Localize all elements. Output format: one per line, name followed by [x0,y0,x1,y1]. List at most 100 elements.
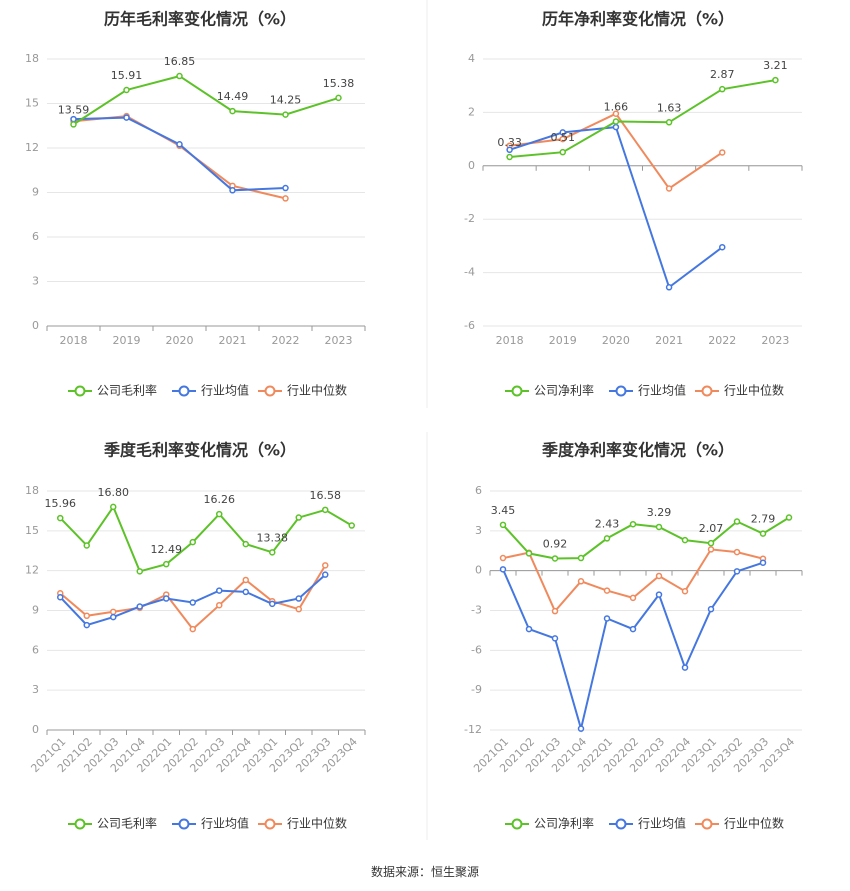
data-point-median[interactable] [719,149,726,156]
data-point-company[interactable] [707,539,715,547]
data-point-avg[interactable] [110,613,117,621]
data-point-avg[interactable] [70,115,77,123]
legend-item-avg[interactable]: 行业均值 [609,383,686,398]
data-point-company[interactable] [629,520,637,528]
legend-item-company[interactable]: 公司毛利率 [68,383,157,398]
data-point-company[interactable] [506,153,513,161]
data-point-median[interactable] [189,625,196,633]
data-point-median[interactable] [603,587,611,594]
data-point-company[interactable] [525,550,533,557]
data-point-avg[interactable] [629,625,637,633]
data-point-avg[interactable] [525,625,533,633]
data-point-company[interactable] [348,522,355,529]
data-point-median[interactable] [216,601,223,609]
data-point-company[interactable] [785,514,793,521]
data-point-avg[interactable] [603,615,611,622]
data-point-median[interactable] [83,612,90,620]
data-point-median[interactable] [577,578,585,585]
data-point-avg[interactable] [242,588,249,596]
legend-item-median[interactable]: 行业中位数 [258,383,347,398]
data-point-median[interactable] [110,608,117,616]
data-point-company[interactable] [282,111,289,118]
data-point-company[interactable] [189,538,196,546]
data-point-avg[interactable] [665,284,673,291]
data-point-company[interactable] [83,542,90,549]
data-point-company[interactable] [110,503,117,511]
legend-item-avg[interactable]: 行业均值 [609,816,686,831]
data-point-company[interactable] [733,518,741,525]
legend-item-company[interactable]: 公司净利率 [505,816,594,831]
data-point-median[interactable] [681,587,689,595]
data-point-median[interactable] [551,607,559,615]
data-point-company[interactable] [322,506,329,514]
data-point-company[interactable] [176,72,183,80]
data-point-company[interactable] [499,521,507,529]
data-point-company[interactable] [295,514,302,521]
data-point-avg[interactable] [681,664,689,671]
data-point-avg[interactable] [136,603,143,610]
data-point-avg[interactable] [322,571,329,578]
data-point-median[interactable] [282,195,289,202]
data-point-avg[interactable] [123,114,130,121]
data-point-avg[interactable] [551,635,559,642]
data-point-company[interactable] [229,107,236,115]
data-point-company[interactable] [216,510,223,518]
data-point-median[interactable] [499,554,507,562]
data-point-median[interactable] [655,572,663,580]
legend-item-company[interactable]: 公司毛利率 [68,816,157,831]
data-point-company[interactable] [70,121,77,128]
data-point-median[interactable] [733,548,741,556]
data-point-avg[interactable] [559,129,566,136]
data-point-avg[interactable] [499,566,507,573]
data-point-company[interactable] [681,536,689,544]
data-point-avg[interactable] [57,593,64,601]
data-point-company[interactable] [603,535,611,542]
data-point-company[interactable] [759,530,767,537]
data-point-median[interactable] [665,185,673,192]
data-point-avg[interactable] [176,141,183,148]
data-point-avg[interactable] [707,605,715,613]
data-point-avg[interactable] [282,184,289,192]
data-point-avg[interactable] [269,600,276,608]
data-point-avg[interactable] [719,243,726,251]
data-point-avg[interactable] [83,621,90,629]
data-point-avg[interactable] [612,123,620,131]
data-point-company[interactable] [269,549,276,556]
data-point-company[interactable] [136,568,143,575]
data-point-median[interactable] [295,605,302,613]
legend-item-median[interactable]: 行业中位数 [695,383,784,398]
data-point-median[interactable] [559,135,566,143]
data-point-median[interactable] [322,562,329,569]
data-point-avg[interactable] [733,568,741,575]
data-point-avg[interactable] [655,591,663,598]
data-point-company[interactable] [559,148,566,156]
data-point-company[interactable] [123,86,130,94]
data-point-avg[interactable] [506,146,513,154]
data-point-avg[interactable] [229,187,236,194]
legend-item-median[interactable]: 行业中位数 [258,816,347,831]
data-point-company[interactable] [612,118,620,125]
data-point-company[interactable] [551,555,559,562]
data-point-company[interactable] [163,560,170,568]
data-point-median[interactable] [242,576,249,584]
data-point-company[interactable] [655,523,663,531]
data-point-avg[interactable] [189,599,196,606]
legend-item-median[interactable]: 行业中位数 [695,816,784,831]
data-point-company[interactable] [719,85,726,93]
data-point-company[interactable] [772,76,779,84]
legend-item-avg[interactable]: 行业均值 [172,816,249,831]
data-point-avg[interactable] [759,559,767,566]
data-point-avg[interactable] [577,725,585,732]
data-point-company[interactable] [57,514,64,522]
legend-item-avg[interactable]: 行业均值 [172,383,249,398]
data-point-company[interactable] [335,94,342,102]
data-point-avg[interactable] [163,595,170,602]
data-point-avg[interactable] [216,587,223,594]
data-point-median[interactable] [612,110,620,117]
data-point-median[interactable] [707,546,715,553]
data-point-company[interactable] [242,540,249,548]
data-point-company[interactable] [577,554,585,562]
legend-item-company[interactable]: 公司净利率 [505,383,594,398]
data-point-avg[interactable] [295,595,302,602]
data-point-company[interactable] [665,119,673,126]
